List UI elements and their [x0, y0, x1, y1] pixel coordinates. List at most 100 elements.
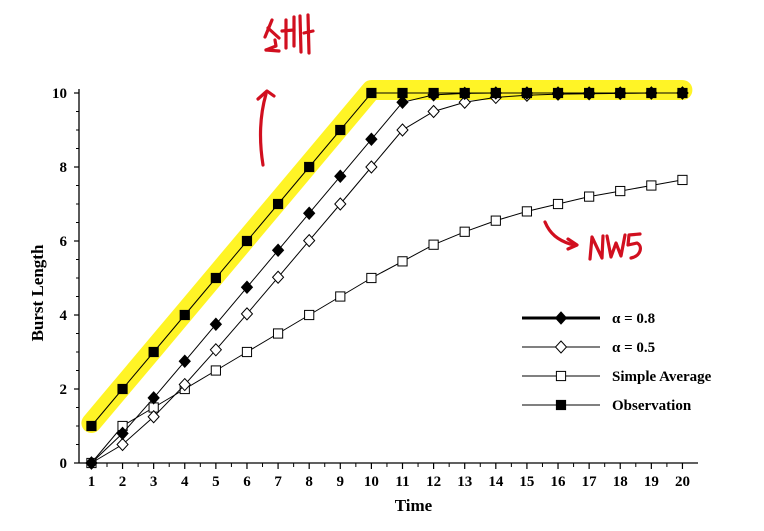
y-axis-title: Burst Length — [28, 244, 47, 341]
series-line — [91, 92, 683, 464]
data-point — [396, 123, 409, 137]
data-point — [427, 104, 440, 119]
y-tick-label: 2 — [60, 382, 68, 398]
data-point — [584, 87, 595, 99]
handwriting-stroke — [588, 234, 605, 261]
data-point — [303, 206, 316, 220]
data-point — [210, 272, 221, 284]
data-point — [646, 180, 657, 191]
data-point — [335, 291, 346, 302]
x-tick-label: 16 — [551, 474, 567, 490]
data-point — [304, 161, 315, 173]
x-tick-label: 11 — [395, 474, 409, 490]
data-point — [116, 426, 129, 441]
y-tick-label: 8 — [60, 160, 68, 176]
yellow-highlight-stroke — [81, 80, 693, 433]
series-0-5 — [85, 86, 689, 470]
legend-layer: α = 0.8 α = 0.5 Simple Average Observation — [522, 311, 712, 414]
data-point — [366, 272, 377, 284]
x-tick-label: 19 — [644, 474, 659, 490]
series-observation — [86, 87, 688, 432]
y-tick-label: 4 — [60, 308, 68, 324]
data-point — [117, 383, 128, 395]
handwriting-stroke — [566, 237, 579, 251]
data-point — [552, 87, 564, 99]
handwriting-stroke — [280, 28, 296, 33]
x-tick-label: 15 — [519, 474, 534, 490]
x-tick-label: 5 — [212, 474, 220, 490]
data-point — [241, 346, 253, 358]
data-point — [428, 239, 439, 250]
legend-label: Simple Average — [612, 369, 712, 385]
data-point — [147, 410, 160, 424]
x-axis-title: Time — [395, 496, 433, 515]
handwriting-stroke — [605, 233, 627, 259]
data-point — [365, 160, 378, 174]
legend-entry: α = 0.5 — [522, 340, 655, 356]
data-point — [272, 198, 284, 210]
data-point — [240, 280, 254, 294]
data-point — [615, 87, 626, 99]
series-line — [91, 92, 683, 427]
handwritten-note-silje — [263, 13, 315, 55]
annotation-layer — [256, 13, 642, 261]
data-point — [490, 215, 501, 226]
series-layer — [85, 86, 689, 470]
data-point — [85, 456, 98, 470]
handwriting-stroke — [264, 38, 278, 52]
legend-swatch-marker — [555, 370, 567, 382]
data-point — [365, 132, 378, 146]
x-tick-label: 1 — [88, 474, 96, 490]
data-point — [210, 365, 221, 376]
data-point — [396, 95, 409, 109]
x-tick-label: 10 — [364, 474, 379, 490]
handwriting-stroke — [626, 232, 642, 260]
legend-entry: Observation — [522, 398, 692, 414]
legend-entry: Simple Average — [522, 369, 712, 385]
legend-label: Observation — [612, 398, 692, 414]
legend-label: α = 0.8 — [612, 311, 655, 327]
handwriting-stroke — [543, 220, 578, 247]
handwritten-arrow-up — [256, 89, 276, 167]
x-tick-label: 13 — [457, 474, 472, 490]
y-tick-label: 10 — [52, 86, 67, 102]
legend-entry: α = 0.8 — [522, 311, 655, 327]
x-tick-label: 4 — [181, 474, 189, 490]
x-tick-label: 6 — [243, 474, 251, 490]
handwriting-stroke — [264, 48, 281, 53]
data-point — [241, 235, 253, 247]
data-point — [116, 437, 129, 452]
x-tick-label: 14 — [488, 474, 504, 490]
data-point — [303, 233, 316, 248]
data-point — [428, 87, 439, 99]
handwriting-stroke — [302, 29, 315, 35]
data-point — [397, 256, 408, 267]
data-point — [178, 377, 191, 392]
legend-label: α = 0.5 — [612, 340, 655, 356]
y-tick-label: 0 — [60, 456, 68, 472]
data-point — [458, 95, 471, 109]
handwriting-stroke — [259, 92, 268, 167]
data-point — [209, 317, 223, 331]
data-point — [240, 307, 254, 321]
x-tick-label: 8 — [305, 474, 313, 490]
data-point — [490, 87, 501, 99]
highlight-layer — [81, 80, 693, 433]
x-tick-label: 20 — [675, 474, 690, 490]
data-point — [459, 226, 470, 237]
legend-swatch-marker — [554, 340, 568, 354]
x-tick-label: 2 — [119, 474, 127, 490]
data-point — [334, 169, 347, 183]
data-point — [646, 87, 657, 99]
data-point — [148, 346, 159, 358]
handwriting-stroke — [298, 14, 303, 54]
handwritten-note-nw5 — [588, 232, 642, 261]
handwritten-arrow-right — [543, 220, 579, 251]
data-point — [615, 185, 626, 197]
x-tick-label: 3 — [150, 474, 158, 490]
data-point — [335, 124, 346, 136]
series-0-8 — [85, 86, 689, 470]
series-line — [91, 179, 683, 464]
